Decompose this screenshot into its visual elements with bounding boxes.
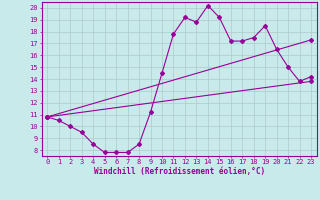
X-axis label: Windchill (Refroidissement éolien,°C): Windchill (Refroidissement éolien,°C) — [94, 167, 265, 176]
